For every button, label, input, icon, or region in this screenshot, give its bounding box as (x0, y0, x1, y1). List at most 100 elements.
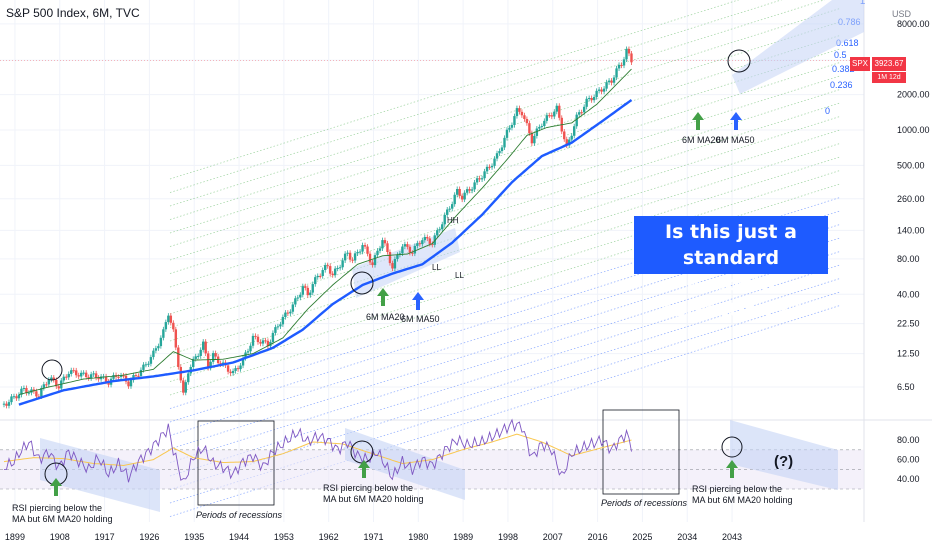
highlight-circle (350, 271, 374, 295)
ll-label: LL (455, 271, 464, 280)
callout-box: Is this just a standard 6 month correcti… (634, 216, 828, 321)
candle-body (570, 135, 573, 140)
price-tick-label: 260.00 (897, 194, 925, 204)
candle-body (281, 316, 285, 325)
candle-body (460, 195, 464, 200)
candle-body (249, 345, 252, 352)
candle-body (199, 349, 202, 356)
candle-body (274, 327, 277, 333)
candle-body (35, 391, 38, 397)
candle-body (276, 326, 280, 328)
candle-body (306, 287, 309, 296)
candle-body (607, 80, 611, 83)
candle-body (55, 379, 58, 387)
candle-body (590, 98, 593, 101)
candle-body (169, 315, 173, 323)
candle-body (15, 396, 18, 399)
fan-line (169, 48, 841, 261)
fan-line (169, 264, 841, 477)
candle-body (373, 255, 377, 266)
candle-body (398, 253, 402, 255)
candle-body (184, 382, 187, 393)
candle-body (353, 253, 357, 261)
candle-body (134, 375, 138, 377)
candle-body (333, 268, 337, 276)
candle-body (366, 246, 369, 254)
candle-body (266, 340, 270, 347)
time-tick-label: 1998 (498, 532, 518, 542)
candle-body (157, 346, 160, 349)
candle-body (525, 118, 529, 124)
candle-body (241, 357, 245, 366)
candle-body (612, 77, 616, 83)
candle-body (17, 394, 21, 399)
candle-body (239, 365, 242, 370)
candle-body (363, 245, 367, 247)
candle-body (254, 335, 257, 337)
candle-body (535, 128, 539, 136)
channel-shapes (352, 0, 864, 298)
candle-body (92, 373, 95, 375)
candle-body (284, 312, 287, 317)
fan-line (169, 156, 841, 369)
candle-body (144, 364, 148, 366)
candle-body (187, 373, 190, 383)
candle-body (261, 340, 265, 344)
candle-body (386, 243, 389, 253)
candle-body (164, 322, 168, 330)
candle-body (446, 209, 449, 215)
ma20-up-arrow (377, 288, 389, 306)
highlight-circle (727, 49, 751, 73)
candle-body (104, 376, 108, 382)
candle-body (25, 388, 28, 394)
candle-body (495, 153, 499, 159)
last-price-tag: 3923.67 SPX (850, 57, 906, 71)
fan-line (169, 116, 841, 328)
rsi-up-arrow (726, 460, 738, 478)
rsi-note-1-line-2: MA but 6M MA20 holding (12, 514, 113, 524)
candle-body (401, 246, 404, 254)
candle-body (580, 112, 583, 114)
candle-body (202, 341, 205, 350)
candle-body (341, 260, 344, 268)
candle-body (381, 240, 384, 249)
last-price-value: 3923.67 (874, 59, 904, 68)
candle-body (336, 267, 339, 269)
fib-label: 0.5 (834, 50, 847, 60)
candle-body (585, 98, 588, 107)
candle-body (610, 80, 613, 83)
candle-body (264, 340, 267, 342)
candle-body (431, 243, 434, 245)
highlight-circle (721, 436, 743, 458)
rsi-up-arrow (358, 460, 370, 478)
candle-body (40, 387, 43, 397)
candle-body (498, 150, 501, 154)
time-tick-label: 2034 (677, 532, 697, 542)
candle-body (403, 244, 407, 247)
fan-line (169, 278, 841, 490)
candle-body (520, 111, 524, 116)
candle-body (468, 189, 471, 191)
time-tick-label: 1980 (408, 532, 428, 542)
candle-body (154, 348, 158, 351)
candle-body (396, 254, 399, 259)
candle-body (129, 380, 133, 387)
time-tick-label: 1917 (95, 532, 115, 542)
candle-body (321, 270, 324, 277)
candle-body (192, 358, 195, 367)
ma50-line (18, 99, 633, 406)
candle-body (117, 376, 120, 378)
candle-body (271, 332, 275, 343)
candle-body (62, 376, 65, 381)
candle-body (294, 298, 297, 305)
candle-body (538, 126, 541, 129)
candle-body (77, 375, 80, 377)
candle-body (488, 166, 491, 168)
candle-body (473, 182, 476, 190)
moving-averages (18, 68, 633, 406)
candle-body (348, 252, 352, 260)
question-mark: (?) (774, 453, 793, 470)
candle-body (356, 251, 359, 254)
candle-body (358, 251, 362, 253)
